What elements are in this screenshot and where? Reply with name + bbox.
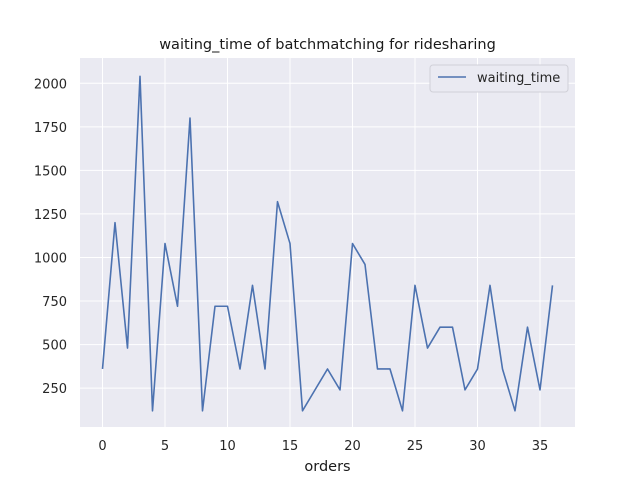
x-tick-label: 5 bbox=[161, 439, 169, 454]
y-tick-label: 250 bbox=[42, 382, 67, 397]
x-tick-label: 35 bbox=[532, 439, 549, 454]
grid bbox=[80, 58, 575, 427]
y-tick-label: 1500 bbox=[34, 164, 67, 179]
y-tick-label: 1000 bbox=[34, 251, 67, 266]
x-tick-label: 0 bbox=[98, 439, 106, 454]
legend: waiting_time bbox=[429, 64, 569, 93]
y-tick-label: 750 bbox=[42, 295, 67, 310]
y-tick-labels: 250 500 750 1000 1250 1500 1750 2000 bbox=[34, 77, 67, 397]
y-tick-label: 1750 bbox=[34, 121, 67, 136]
x-tick-label: 10 bbox=[219, 439, 236, 454]
y-tick-label: 2000 bbox=[34, 77, 67, 92]
plot-background bbox=[80, 58, 575, 427]
chart-title: waiting_time of batchmatching for ridesh… bbox=[159, 37, 496, 53]
y-tick-label: 500 bbox=[42, 339, 67, 354]
x-tick-label: 15 bbox=[282, 439, 299, 454]
legend-label: waiting_time bbox=[477, 71, 560, 86]
x-axis-label: orders bbox=[304, 459, 350, 475]
x-tick-label: 30 bbox=[469, 439, 486, 454]
series-layer bbox=[101, 75, 554, 412]
y-tick-label: 1250 bbox=[34, 208, 67, 223]
x-tick-label: 20 bbox=[344, 439, 361, 454]
legend-box bbox=[429, 64, 569, 93]
x-tick-label: 25 bbox=[407, 439, 424, 454]
x-tick-labels: 0 5 10 15 20 25 30 35 bbox=[98, 439, 548, 454]
